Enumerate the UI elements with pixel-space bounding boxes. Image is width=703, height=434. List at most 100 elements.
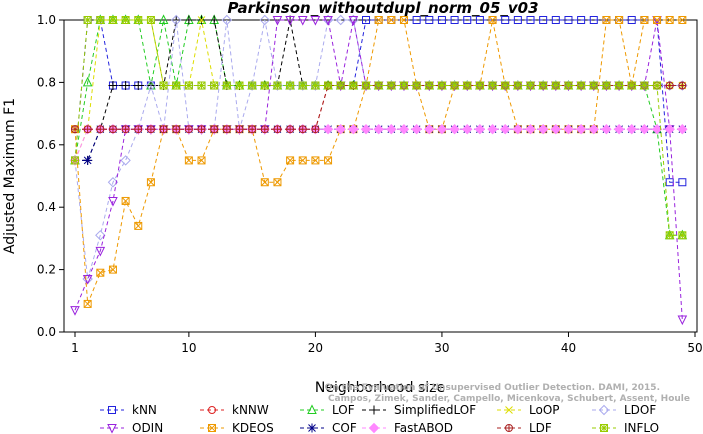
point-fastabod-43 (601, 123, 612, 135)
series-ldof (69, 14, 688, 285)
point-inflo-41 (577, 81, 586, 90)
point-odin-18 (285, 16, 295, 26)
point-ldf-48 (665, 81, 674, 90)
point-inflo-42 (589, 81, 598, 90)
point-fastabod-47 (651, 123, 663, 135)
axis-layer: 1 10 20 30 40 50 0.0 0.2 0.4 0.6 0.8 1.0 (37, 13, 703, 355)
point-simplifiedlof-6 (133, 81, 143, 91)
point-fastabod-25 (373, 123, 384, 135)
point-odin-17 (272, 16, 283, 26)
point-inflo-11 (197, 81, 206, 90)
point-kdeos-17 (273, 178, 282, 187)
point-fastabod-48 (664, 123, 675, 135)
point-fastabod-29 (424, 123, 435, 135)
point-kdeos-4 (108, 265, 117, 274)
x-tick-label: 40 (561, 341, 576, 355)
point-inflo-10 (184, 81, 193, 90)
point-odin-21 (323, 16, 333, 26)
point-kdeos-34 (488, 16, 497, 24)
legend-item-lof: LOF (300, 403, 355, 417)
legend-marker-kdeos (208, 424, 216, 432)
point-inflo-15 (248, 81, 257, 90)
point-lof-8 (158, 14, 169, 24)
point-inflo-40 (564, 81, 573, 90)
legend-label-kdeos: KDEOS (232, 421, 274, 434)
point-fastabod-49 (677, 123, 688, 135)
point-fastabod-28 (411, 123, 422, 135)
point-fastabod-31 (449, 123, 460, 135)
point-ldof-5 (120, 155, 131, 166)
point-inflo-8 (159, 81, 168, 90)
series-kdeos (71, 16, 687, 308)
point-ldof-9 (171, 14, 182, 26)
legend-item-kdeos: KDEOS (200, 421, 274, 434)
legend-label-fastabod: FastABOD (394, 421, 453, 434)
legend-item-knnw: kNNW (200, 403, 269, 417)
y-tick-label: 0.6 (37, 138, 56, 152)
point-ldof-4 (107, 177, 119, 188)
point-kdeos-16 (260, 178, 269, 187)
series-inflo (71, 16, 687, 240)
point-knn-38 (539, 16, 548, 24)
x-tick-label: 50 (687, 341, 702, 355)
point-inflo-23 (349, 81, 358, 90)
y-tick-label: 0.8 (37, 75, 56, 89)
point-odin-19 (297, 16, 308, 26)
point-kdeos-19 (298, 156, 307, 165)
point-fastabod-38 (537, 123, 549, 135)
point-knn-28 (412, 16, 421, 24)
legend-marker-loop (505, 406, 513, 414)
legend-label-ldf: LDF (529, 421, 552, 434)
point-inflo-48 (665, 231, 674, 240)
point-knn-35 (501, 16, 510, 24)
point-inflo-1 (71, 156, 79, 165)
point-inflo-27 (399, 81, 408, 90)
point-inflo-45 (627, 81, 636, 90)
legend-item-knn: kNN (100, 403, 157, 417)
point-ldf-14 (235, 125, 244, 134)
x-tick-label: 10 (181, 341, 196, 355)
point-odin-49 (677, 315, 688, 326)
point-simplifiedlof-12 (209, 15, 219, 25)
point-knn-42 (589, 16, 598, 24)
point-inflo-30 (437, 81, 446, 90)
point-knn-45 (627, 16, 636, 24)
legend-item-loop: LoOP (497, 403, 560, 417)
point-kdeos-26 (387, 16, 396, 24)
point-ldf-5 (121, 125, 130, 134)
legend-item-odin: ODIN (100, 421, 163, 434)
point-kdeos-46 (640, 16, 649, 24)
point-fastabod-45 (626, 123, 637, 135)
point-inflo-12 (210, 81, 219, 90)
point-ldf-8 (159, 125, 168, 134)
point-simplifiedlof-10 (184, 15, 194, 25)
point-kdeos-18 (286, 156, 295, 165)
point-kdeos-49 (678, 16, 687, 24)
point-inflo-6 (134, 16, 143, 24)
point-ldof-22 (335, 14, 346, 26)
point-ldf-18 (286, 125, 295, 134)
point-fastabod-39 (550, 123, 562, 135)
legend: kNN kNNW LOF SimplifiedLOF LoOP LDOF ODIN KDEOS… (100, 403, 659, 434)
x-tick-label: 30 (434, 341, 449, 355)
legend-marker-simplifiedlof (369, 405, 379, 415)
legend-marker-inflo (600, 424, 608, 432)
point-ldf-49 (678, 81, 687, 90)
point-inflo-22 (336, 81, 345, 90)
point-fastabod-22 (335, 123, 346, 135)
point-inflo-4 (108, 16, 117, 24)
point-ldf-9 (172, 125, 181, 134)
point-fastabod-46 (639, 123, 650, 135)
point-inflo-9 (172, 81, 181, 90)
series-odin (70, 16, 688, 326)
point-inflo-49 (678, 231, 687, 240)
point-knn-36 (513, 16, 522, 24)
point-inflo-33 (475, 81, 484, 90)
point-kdeos-20 (311, 156, 320, 165)
point-kdeos-10 (184, 156, 193, 165)
point-simplifiedlof-5 (121, 81, 131, 91)
chart-title: Parkinson_withoutdupl_norm_05_v03 (227, 0, 538, 17)
point-ldf-7 (146, 125, 155, 134)
series-line-ldof (74, 19, 683, 280)
series-layer (69, 14, 688, 326)
